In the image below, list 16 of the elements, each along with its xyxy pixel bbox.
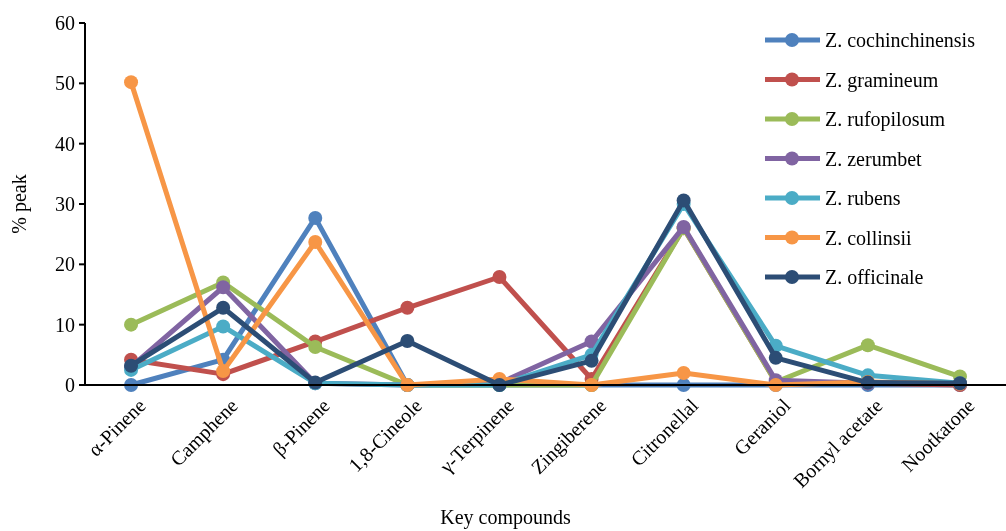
y-tick-label: 60 (55, 12, 75, 34)
y-axis-title: % peak (8, 174, 31, 234)
legend-label: Z. collinsii (825, 226, 913, 249)
legend-label: Z. gramineum (825, 68, 939, 92)
legend-label: Z. officinale (825, 266, 924, 288)
legend-label: Z. rubens (825, 187, 901, 209)
y-tick-label: 0 (65, 374, 75, 396)
legend-label: Z. rufopilosum (825, 108, 946, 131)
y-tick-label: 40 (55, 132, 75, 155)
legend-label: Z. cochinchinensis (825, 29, 976, 51)
y-tick-label: 10 (55, 313, 75, 336)
x-axis-title: Key compounds (440, 506, 571, 529)
legend-label: Z. zerumbet (825, 147, 923, 170)
y-tick-label: 50 (55, 72, 75, 95)
y-tick-label: 30 (55, 193, 75, 215)
y-tick-label: 20 (55, 253, 75, 276)
